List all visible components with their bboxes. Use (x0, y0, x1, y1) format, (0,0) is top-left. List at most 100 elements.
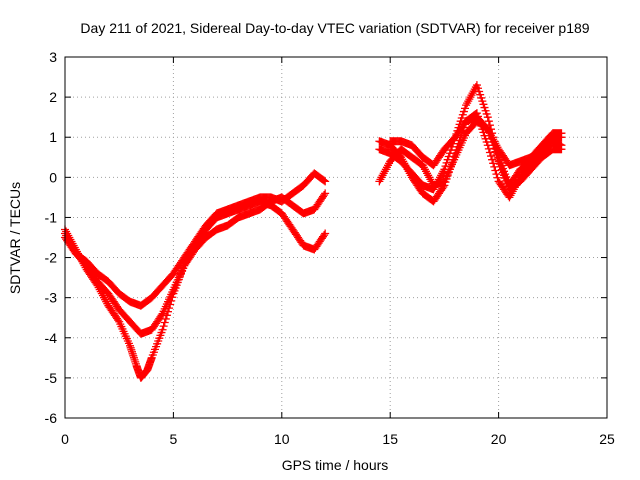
data-point (485, 148, 494, 157)
x-tick-label: 20 (491, 431, 507, 447)
data-point (159, 322, 168, 331)
data-point (380, 167, 389, 176)
data-point (492, 170, 501, 179)
data-point (420, 165, 429, 174)
data-point (382, 163, 391, 172)
y-tick-label: -4 (45, 330, 58, 346)
data-point (157, 311, 166, 320)
data-point (437, 171, 446, 180)
y-tick-label: -5 (45, 370, 58, 386)
x-axis-label: GPS time / hours (282, 457, 389, 473)
data-point (484, 117, 493, 126)
x-tick-label: 10 (274, 431, 290, 447)
data-point (462, 101, 471, 110)
data-point (467, 91, 476, 100)
data-point (424, 171, 433, 180)
data-point (463, 99, 472, 108)
data-point (491, 139, 500, 148)
data-point (488, 155, 497, 164)
data-point (377, 173, 386, 182)
series-track-6 (375, 117, 566, 194)
data-point (384, 161, 393, 170)
data-point (488, 133, 497, 142)
data-point (126, 343, 135, 352)
data-point (487, 131, 496, 140)
data-point (491, 166, 500, 175)
data-point (489, 135, 498, 144)
x-tick-label: 5 (170, 431, 178, 447)
y-axis-ticks: -6 -5 -4 -3 -2 -1 0 1 2 3 (45, 49, 607, 426)
x-axis-ticks: 0 5 10 15 20 25 (61, 57, 615, 447)
data-point (505, 193, 514, 202)
grid-lines (65, 57, 607, 418)
data-point (320, 190, 329, 199)
data-point (130, 355, 139, 364)
data-point (485, 129, 494, 138)
plot-border (64, 56, 608, 419)
y-tick-label: 2 (49, 89, 57, 105)
series-track-2 (61, 189, 330, 338)
data-point (160, 318, 169, 327)
data-point (421, 167, 430, 176)
y-tick-label: -6 (45, 410, 58, 426)
data-point (127, 347, 136, 356)
data-point (127, 345, 136, 354)
data-point (129, 353, 138, 362)
data-point (101, 295, 110, 304)
data-point (378, 171, 387, 180)
series-track-5 (375, 81, 566, 194)
y-tick-label: -1 (45, 209, 58, 225)
y-axis-label: SDTVAR / TECUs (7, 182, 23, 294)
data-point (375, 177, 384, 186)
y-tick-label: 3 (49, 49, 57, 65)
y-tick-label: -3 (45, 290, 58, 306)
data-point (464, 97, 473, 106)
data-point (483, 113, 492, 122)
x-tick-label: 0 (61, 431, 69, 447)
data-point (131, 357, 140, 366)
data-point (557, 129, 566, 138)
series-track-3 (61, 169, 330, 310)
data-point (158, 325, 167, 334)
y-tick-label: -2 (45, 250, 58, 266)
data-point (126, 341, 135, 350)
data-point (418, 161, 427, 170)
data-point (483, 125, 492, 134)
data-point (419, 163, 428, 172)
data-point (320, 176, 329, 185)
data-point (423, 169, 432, 178)
data-point (114, 316, 123, 325)
chart-title: Day 211 of 2021, Sidereal Day-to-day VTE… (80, 20, 589, 36)
data-point (376, 175, 385, 184)
data-point (321, 229, 330, 238)
data-point (465, 95, 474, 104)
x-tick-label: 25 (599, 431, 615, 447)
data-point (100, 293, 109, 302)
data-points (61, 81, 566, 382)
data-point (492, 141, 501, 150)
data-point (379, 169, 388, 178)
data-point (321, 177, 330, 186)
data-point (489, 159, 498, 168)
data-point (438, 169, 447, 178)
x-tick-label: 15 (382, 431, 398, 447)
data-point (321, 189, 330, 198)
data-point (493, 173, 502, 182)
y-tick-label: 1 (49, 129, 57, 145)
data-point (484, 127, 493, 136)
data-point (506, 191, 515, 200)
data-point (466, 93, 475, 102)
data-point (490, 137, 499, 146)
data-point (128, 349, 137, 358)
series-track-7 (386, 113, 566, 170)
data-point (468, 89, 477, 98)
y-tick-label: 0 (49, 169, 57, 185)
data-point (425, 173, 434, 182)
data-point (129, 351, 138, 360)
data-point (381, 165, 390, 174)
data-point (102, 297, 111, 306)
data-point (320, 231, 329, 240)
data-point (426, 175, 435, 184)
data-point (487, 152, 496, 161)
